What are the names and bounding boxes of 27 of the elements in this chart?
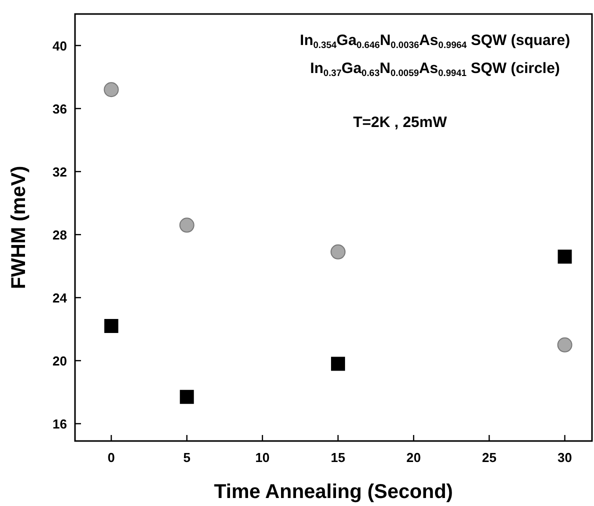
y-tick-label: 20 [52, 354, 67, 369]
x-tick-label: 20 [406, 450, 421, 465]
y-tick-label: 24 [52, 290, 68, 306]
point [558, 250, 572, 264]
x-tick-label: 25 [482, 450, 496, 465]
y-tick-label: 36 [52, 102, 67, 117]
y-tick-label: 32 [52, 164, 67, 180]
text: In$_{0.354}$Ga$_{0.646}$N$_{0.0036}$As$_{0.9964}$ SQW (square) [300, 32, 570, 50]
y-axis-title: FWHM (meV) [8, 166, 30, 290]
y-tick-label: 28 [52, 228, 67, 243]
point [179, 218, 194, 233]
annotation: T=2K , 25mW [353, 114, 448, 131]
x-tick-label: 5 [183, 450, 190, 465]
x-tick-label: 0 [108, 450, 115, 465]
y-tick-label: 16 [52, 416, 67, 432]
point [331, 356, 346, 371]
point [104, 318, 118, 333]
point [180, 390, 194, 404]
x-tick-label: 10 [255, 450, 270, 465]
text: In$_{0.37}$Ga$_{0.63}$N$_{0.0059}$As$_{0.9941}$ SQW (circle) [310, 60, 560, 78]
x-tick-label: 30 [558, 450, 572, 465]
y-tick-label: 40 [52, 38, 67, 54]
point [557, 337, 572, 352]
x-axis-title: Time Annealing (Second) [214, 481, 453, 503]
point [330, 244, 346, 260]
point [104, 82, 119, 98]
x-tick-label: 15 [330, 450, 346, 465]
